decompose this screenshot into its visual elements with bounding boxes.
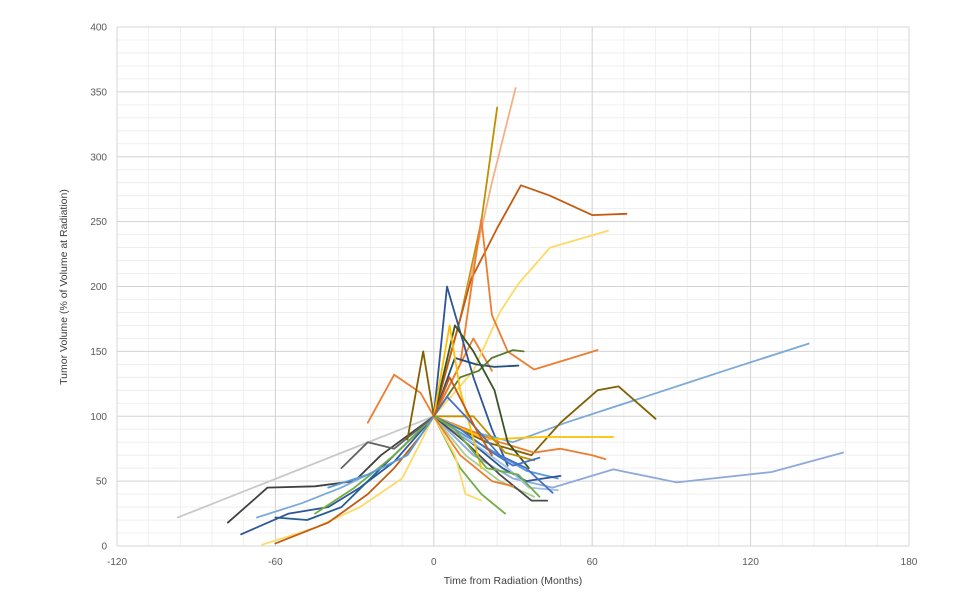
x-tick-label: -120 xyxy=(107,557,127,568)
y-tick-label: 200 xyxy=(90,282,107,293)
series-line-38 xyxy=(432,395,554,494)
series-line-21 xyxy=(432,342,810,444)
y-tick-labels: 0 50 100 150 200 250 300 350 400 xyxy=(90,23,107,553)
series-line-19 xyxy=(432,356,520,418)
series-line-23 xyxy=(432,385,657,457)
series-line-35 xyxy=(432,415,549,502)
x-tick-label: 180 xyxy=(901,557,918,568)
series-line-31 xyxy=(432,415,559,492)
y-tick-label: 50 xyxy=(96,477,108,488)
series-line-16 xyxy=(432,229,609,418)
major-gridlines xyxy=(116,26,910,547)
series-line-5 xyxy=(261,415,435,546)
x-tick-labels: -120 -60 0 60 120 180 xyxy=(107,557,918,568)
x-tick-label: -60 xyxy=(268,557,283,568)
series-line-34 xyxy=(432,415,483,502)
series-line-1 xyxy=(176,415,435,519)
series-line-15 xyxy=(432,184,628,418)
series-line-40 xyxy=(432,376,493,457)
series-line-29 xyxy=(432,415,541,467)
series-line-24 xyxy=(432,415,607,461)
y-tick-label: 100 xyxy=(90,412,107,423)
series-line-37 xyxy=(432,324,483,470)
y-tick-label: 400 xyxy=(90,23,107,34)
x-axis-title: Time from Radiation (Months) xyxy=(444,575,582,587)
y-axis-title: Tumor Volume (% of Volume at Radiation) xyxy=(58,189,70,385)
series-line-2 xyxy=(226,415,435,524)
y-tick-label: 150 xyxy=(90,347,107,358)
y-tick-label: 250 xyxy=(90,217,107,228)
series-line-18 xyxy=(432,285,509,467)
series-line-20 xyxy=(432,349,525,418)
series-line-39 xyxy=(432,415,541,498)
series-line-17 xyxy=(432,218,599,418)
y-tick-label: 350 xyxy=(90,87,107,98)
series-line-11 xyxy=(327,415,435,489)
series-line-12 xyxy=(406,350,435,441)
y-tick-label: 300 xyxy=(90,152,107,163)
series-line-25 xyxy=(432,415,615,441)
y-tick-label: 0 xyxy=(101,542,107,553)
series-line-27 xyxy=(432,415,535,462)
series-lines xyxy=(176,87,844,546)
x-tick-label: 60 xyxy=(587,557,599,568)
series-line-10 xyxy=(340,415,435,470)
series-line-36 xyxy=(432,415,514,488)
x-tick-label: 120 xyxy=(742,557,759,568)
x-tick-label: 0 xyxy=(431,557,437,568)
